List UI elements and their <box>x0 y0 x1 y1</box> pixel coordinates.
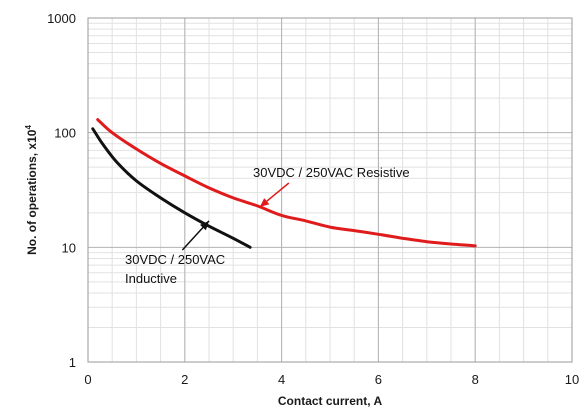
plot-frame <box>87 17 573 363</box>
resistive-series-label: 30VDC / 250VAC Resistive <box>253 165 410 180</box>
y-axis-title-exponent: 4 <box>24 125 33 130</box>
series-layer <box>91 118 477 249</box>
inductive-series-line <box>91 127 252 249</box>
minor-grid <box>88 18 572 362</box>
inductive-label-arrow-head <box>199 220 209 231</box>
inductive-series-label: 30VDC / 250VAC <box>125 252 225 267</box>
x-axis-title: Contact current, A <box>278 394 383 408</box>
x-tick-label: 10 <box>565 372 579 387</box>
x-tick-label: 4 <box>278 372 285 387</box>
x-tick-label: 6 <box>375 372 382 387</box>
y-axis-title-text: No. of operations, x10 <box>25 129 39 255</box>
y-tick-label: 1 <box>69 355 76 370</box>
x-tick-label: 8 <box>472 372 479 387</box>
resistive-label-arrow-head <box>259 198 270 207</box>
y-axis-title: No. of operations, x104 <box>24 125 39 255</box>
y-tick-label: 100 <box>54 126 76 141</box>
resistive-series-line <box>96 118 477 248</box>
y-tick-label: 1000 <box>47 11 76 26</box>
y-axis-ticks: 1 10 100 1000 <box>47 11 76 370</box>
x-tick-label: 2 <box>181 372 188 387</box>
y-tick-label: 10 <box>62 240 76 255</box>
x-tick-label: 0 <box>84 372 91 387</box>
inductive-series-label-line2: Inductive <box>125 271 177 286</box>
annotation-layer: 30VDC / 250VAC Resistive 30VDC / 250VAC In… <box>125 165 410 286</box>
x-axis-ticks: 0 2 4 6 8 10 <box>84 372 579 387</box>
